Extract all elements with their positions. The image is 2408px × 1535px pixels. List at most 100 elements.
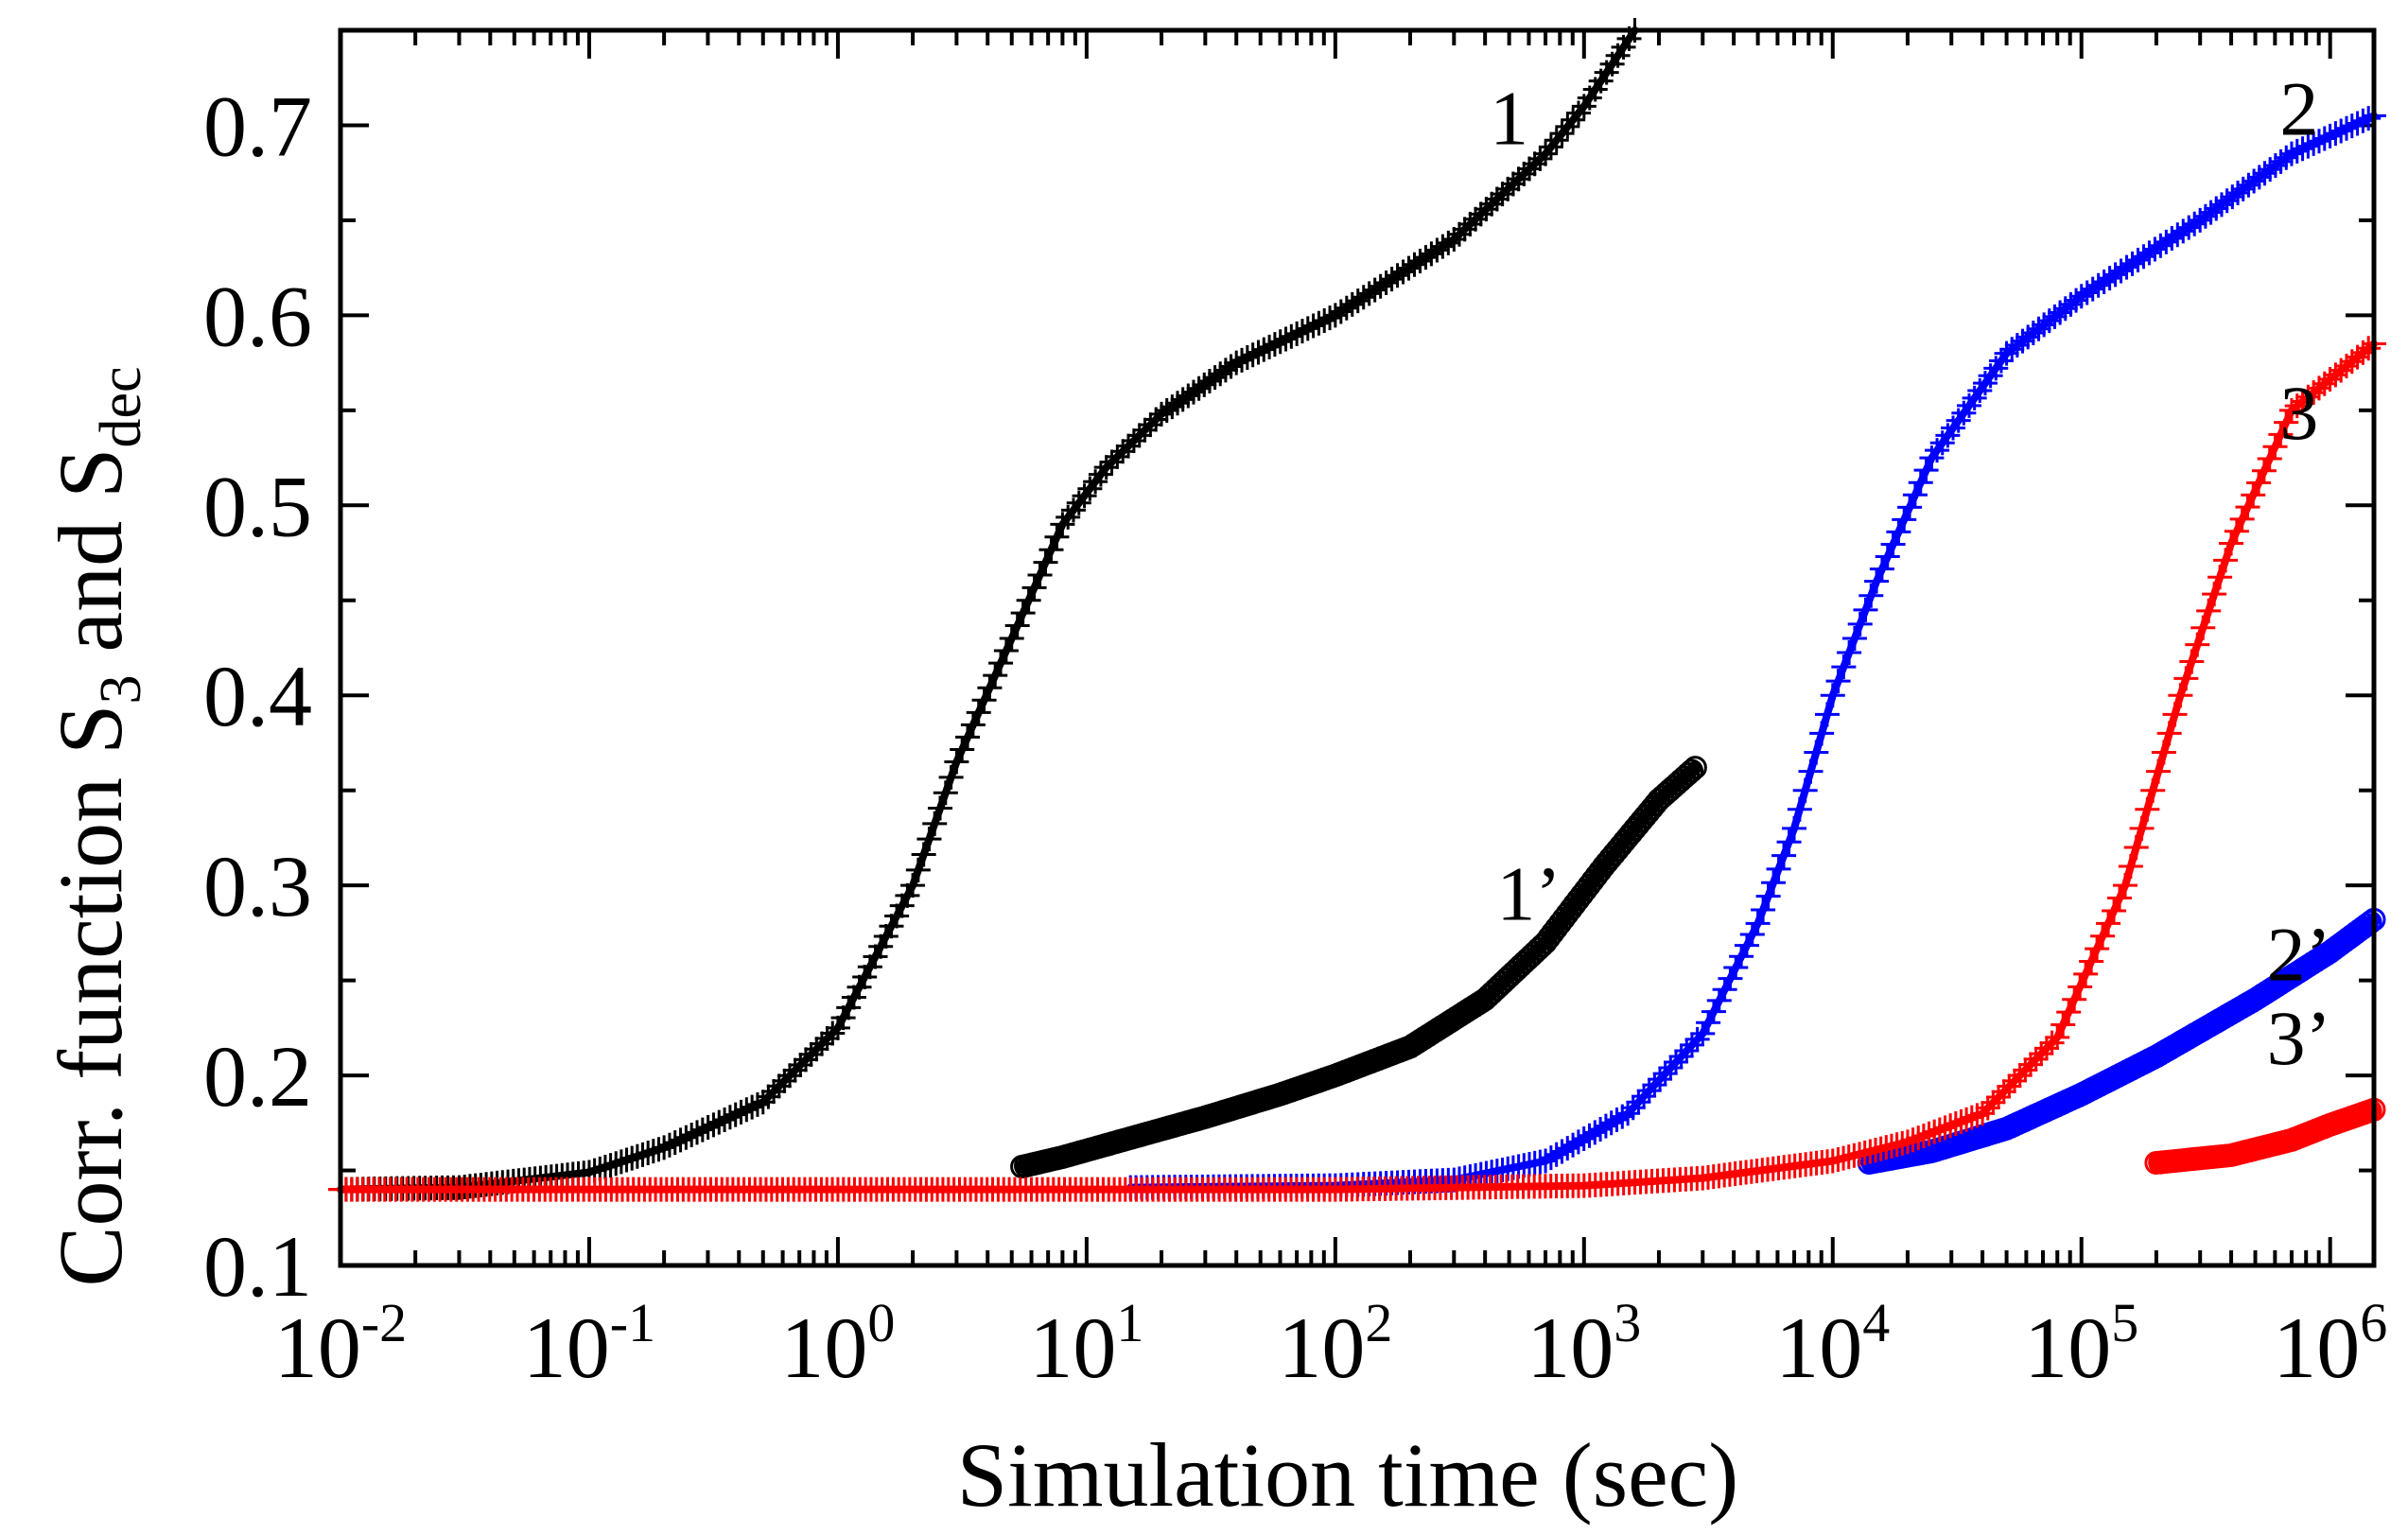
data-point [1718,966,1743,991]
data-point [1632,1084,1657,1109]
data-point [2312,126,2337,151]
data-point [2329,118,2354,144]
curve-label: 2 [2279,66,2318,152]
data-point [1986,1085,2012,1110]
data-point [2345,111,2370,136]
curve-label: 3 [2279,370,2318,456]
data-point [1279,323,1304,349]
data-point [1837,640,1862,666]
data-point [2102,898,2127,923]
curve-label: 1’ [1496,850,1561,936]
data-point [895,882,920,908]
data-point [1814,702,1840,727]
data-point [740,1094,765,1120]
data-point [983,663,1008,689]
data-point [636,1141,661,1166]
data-point [1906,1125,1931,1151]
x-axis-title: Simulation time (sec) [957,1424,1739,1526]
data-point [782,1057,808,1083]
data-point [2207,565,2233,590]
data-point [2129,815,2155,841]
data-point [993,638,1019,664]
data-point [1016,587,1041,613]
data-point [1927,1117,1952,1143]
data-point [1997,1073,2022,1099]
data-point [971,688,997,713]
data-point [1457,212,1483,237]
data-point [1729,944,1754,969]
data-point [707,1109,732,1135]
data-point [1004,613,1030,638]
data-point [695,1115,721,1140]
data-point [766,1073,792,1099]
data-point [1911,1123,1936,1148]
data-point [2079,949,2104,974]
data-point [1745,911,1771,936]
data-point [2268,422,2294,447]
x-tick-label: 103 [1527,1292,1641,1396]
data-point [1588,1117,1614,1143]
data-point [1626,1090,1651,1115]
data-point [1121,427,1146,453]
data-point [1306,310,1332,336]
data-point [750,1090,776,1115]
data-point [2023,1046,2049,1072]
data-point [1593,1113,1618,1139]
data-point [2350,108,2376,133]
data-point [1240,342,1265,368]
data-point [1620,1095,1646,1121]
data-point [933,780,958,806]
data-point [2356,106,2382,131]
data-point [2235,495,2260,520]
data-point [712,1107,738,1132]
data-point [1875,544,1900,569]
data-point [1561,1132,1586,1158]
data-point [2284,138,2310,164]
data-point [2301,131,2327,156]
data-point [1864,568,1890,594]
data-point [1116,433,1142,459]
data-point [1126,423,1152,448]
data-point [717,1105,742,1130]
data-point [2002,1068,2028,1093]
x-tick-labels: 10-2 10-1 100 101 102 103 104 105 106 [274,1292,2387,1396]
data-point [2179,649,2205,674]
data-point [1636,1078,1662,1104]
data-point [1776,829,1802,855]
data-point [2168,683,2193,708]
data-point [1723,954,1749,980]
data-point [804,1037,829,1062]
y-axis-title-middle: and S [40,448,141,675]
data-point [889,893,915,918]
data-point [944,749,969,775]
data-point [852,965,878,990]
data-point [1571,1126,1597,1152]
data-point [1892,507,1917,532]
y-tick-label: 0.7 [203,78,312,174]
y-axis-title-sub1: 3 [89,675,153,705]
data-point [2007,1063,2033,1089]
data-point [1943,1111,1968,1137]
data-point [2118,854,2143,880]
data-point [1511,161,1537,186]
data-point [1093,455,1119,480]
data-point [1582,1120,1608,1145]
x-tick-label: 10-1 [523,1292,655,1396]
series-5 [328,331,2386,1202]
data-point [1099,449,1125,475]
data-point [905,857,931,882]
data-point [1468,201,1493,227]
data-point [809,1031,834,1056]
data-point [1690,1020,1716,1046]
data-point [1549,1139,1575,1164]
data-point [1853,597,1878,622]
data-point [2295,133,2321,159]
data-point [1251,337,1277,362]
data-point [777,1063,803,1089]
data-point [1533,1148,1559,1174]
curve-label: 3’ [2267,995,2331,1081]
data-point [1538,1145,1563,1171]
data-point [825,1015,850,1040]
data-point [1734,933,1759,958]
data-point [793,1047,818,1073]
